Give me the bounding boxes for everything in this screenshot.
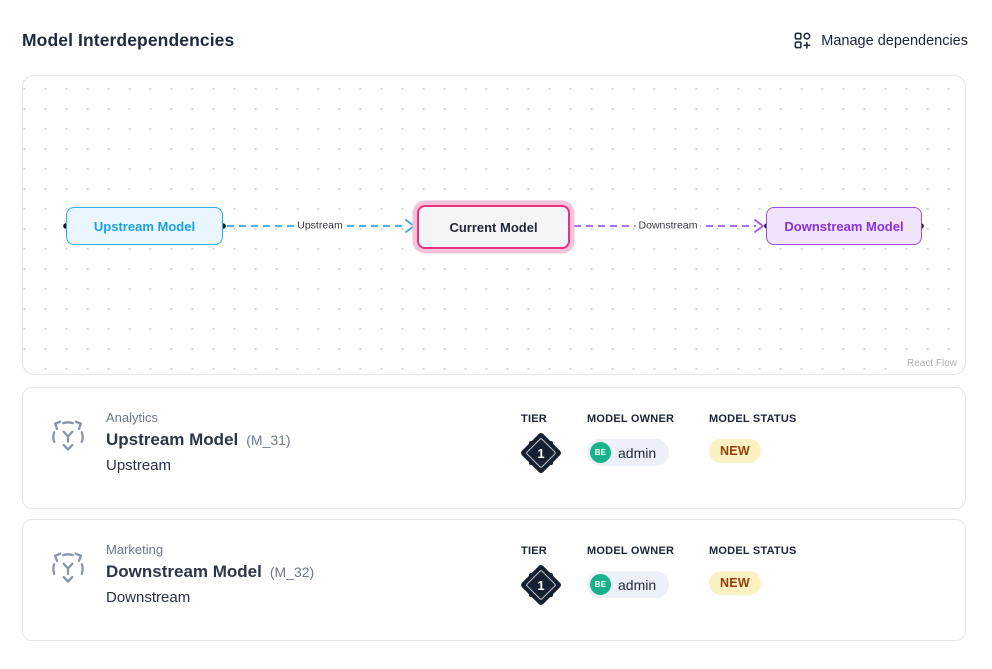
node-downstream-model[interactable]: Downstream Model	[766, 207, 922, 245]
model-code: (M_31)	[246, 432, 291, 448]
owner-pill: BE admin	[587, 571, 670, 598]
node-current-label: Current Model	[449, 219, 538, 235]
model-meta: TIER 1 MODEL OWNER BE admin MODEL STATUS…	[519, 545, 797, 607]
node-current-model[interactable]: Current Model	[417, 205, 570, 249]
manage-dependencies-button[interactable]: Manage dependencies	[793, 31, 968, 50]
tier-label: TIER	[521, 413, 547, 425]
model-dependency-icon	[47, 548, 89, 595]
tier-badge: 1	[519, 431, 563, 475]
page-header: Model Interdependencies Manage dependenc…	[0, 0, 992, 51]
dependency-graph-canvas[interactable]: Upstream Model Current Model Downstream …	[22, 75, 966, 375]
model-dependency-icon	[47, 416, 89, 463]
model-status-label: MODEL STATUS	[709, 413, 797, 425]
owner-avatar: BE	[590, 442, 611, 463]
page-title: Model Interdependencies	[22, 30, 235, 50]
model-code: (M_32)	[269, 564, 315, 580]
model-domain: Marketing	[106, 542, 164, 557]
node-upstream-label: Upstream Model	[93, 218, 196, 234]
model-status-label: MODEL STATUS	[709, 545, 797, 557]
node-downstream-label: Downstream Model	[784, 218, 904, 234]
manage-dependencies-label: Manage dependencies	[821, 32, 968, 49]
model-name: Upstream Model	[106, 430, 239, 449]
edge-label-upstream: Upstream	[294, 218, 346, 234]
tier-badge: 1	[519, 563, 563, 607]
model-meta: TIER 1 MODEL OWNER BE admin MODEL STATUS…	[519, 413, 797, 475]
tier-value: 1	[537, 577, 545, 593]
edge-label-downstream: Downstream	[635, 218, 701, 234]
model-card-downstream[interactable]: Marketing Downstream Model (M_32) Downst…	[22, 519, 966, 641]
status-badge: NEW	[709, 571, 761, 595]
model-card-upstream[interactable]: Analytics Upstream Model (M_31) Upstream…	[22, 387, 966, 509]
model-name: Downstream Model	[106, 562, 262, 581]
model-owner-label: MODEL OWNER	[587, 413, 675, 425]
tier-value: 1	[537, 445, 545, 461]
owner-name: admin	[618, 444, 657, 461]
owner-pill: BE admin	[587, 439, 670, 466]
status-badge: NEW	[709, 439, 761, 463]
model-owner-label: MODEL OWNER	[587, 545, 675, 557]
model-relation: Upstream	[106, 457, 172, 474]
grid-plus-icon	[793, 31, 812, 50]
model-domain: Analytics	[106, 410, 159, 425]
react-flow-attribution[interactable]: React Flow	[900, 355, 963, 372]
model-relation: Downstream	[106, 589, 191, 606]
model-card-text: Analytics Upstream Model (M_31) Upstream	[106, 410, 291, 474]
model-card-text: Marketing Downstream Model (M_32) Downst…	[106, 542, 314, 606]
tier-label: TIER	[521, 545, 547, 557]
node-upstream-model[interactable]: Upstream Model	[66, 207, 223, 245]
owner-avatar: BE	[590, 574, 611, 595]
owner-name: admin	[618, 576, 657, 593]
